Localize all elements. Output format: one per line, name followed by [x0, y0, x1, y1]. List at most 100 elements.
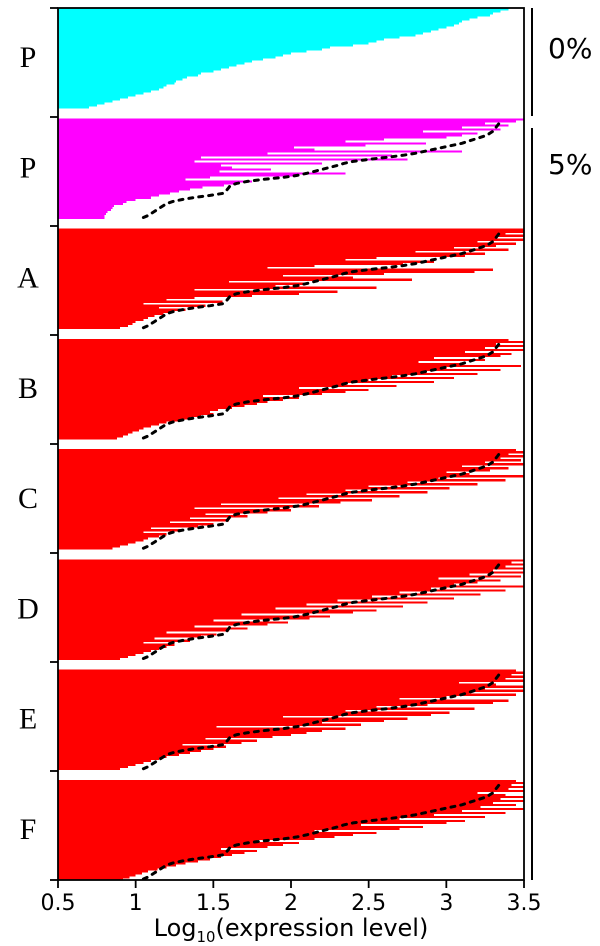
bar: [58, 42, 369, 44]
bar: [58, 465, 462, 467]
bar: [58, 359, 485, 361]
bar: [58, 786, 524, 788]
bar: [58, 525, 198, 527]
bar: [58, 176, 210, 178]
bar: [58, 868, 157, 870]
bar: [58, 854, 232, 856]
bar: [58, 842, 299, 844]
bar: [58, 393, 322, 395]
bar: [58, 581, 477, 583]
bar: [58, 529, 182, 531]
bar: [58, 351, 465, 353]
bar: [58, 419, 179, 421]
bar: [58, 90, 151, 92]
panel-label: P: [20, 151, 37, 184]
bar: [58, 537, 148, 539]
bar: [58, 481, 408, 483]
bar: [58, 70, 213, 72]
bar: [58, 24, 454, 26]
bar: [58, 515, 248, 517]
bar: [58, 820, 465, 822]
bar: [58, 263, 403, 265]
bar: [58, 816, 485, 818]
bar: [58, 503, 221, 505]
bar: [58, 539, 143, 541]
bar: [58, 281, 229, 283]
bar: [58, 513, 206, 515]
bar: [58, 68, 221, 70]
bar: [58, 375, 392, 377]
bar: [58, 361, 418, 363]
bar: [58, 30, 431, 32]
bar: [58, 96, 128, 98]
bar: [58, 104, 97, 106]
bar: [58, 86, 164, 88]
bar: [58, 200, 126, 202]
panel-A-2: [58, 229, 524, 330]
panel-F-7: [58, 780, 524, 881]
bar: [58, 249, 508, 251]
bar: [58, 625, 195, 627]
bar: [58, 796, 524, 798]
bar: [58, 285, 275, 287]
bar: [58, 431, 133, 433]
bar: [58, 457, 501, 459]
bar: [58, 433, 128, 435]
panel-P-1: [58, 118, 524, 219]
bar: [58, 678, 505, 680]
bar: [58, 279, 412, 281]
bar: [58, 864, 176, 866]
bar: [58, 722, 322, 724]
bar: [58, 720, 384, 722]
bar: [58, 547, 112, 549]
bar: [58, 651, 143, 653]
bar: [58, 182, 235, 184]
xtick-label: 1.5: [196, 891, 231, 916]
bar: [58, 565, 505, 567]
bar: [58, 561, 512, 563]
bar: [58, 688, 485, 690]
bar: [58, 269, 493, 271]
bar: [58, 822, 446, 824]
bar: [58, 824, 361, 826]
chart-svg: PPABCDEF0.511.522.533.5Log10(expression …: [0, 0, 600, 946]
bar: [58, 810, 462, 812]
bar: [58, 34, 415, 36]
bar: [58, 357, 434, 359]
bar: [58, 381, 434, 383]
bar: [58, 60, 252, 62]
bar: [58, 301, 223, 303]
xtick-label: 3.5: [507, 891, 542, 916]
bar: [58, 210, 108, 212]
bar: [58, 148, 314, 150]
bar: [58, 80, 176, 82]
bar: [58, 647, 159, 649]
bar: [58, 204, 114, 206]
bar: [58, 517, 190, 519]
bar: [58, 603, 307, 605]
bar: [58, 18, 470, 20]
bar: [58, 166, 232, 168]
bar: [58, 253, 485, 255]
bar: [58, 395, 263, 397]
panel-label: D: [17, 592, 39, 625]
bar: [58, 10, 501, 12]
bar: [58, 341, 524, 343]
bar: [58, 543, 128, 545]
bar: [58, 251, 415, 253]
bar: [58, 76, 187, 78]
bar: [58, 319, 143, 321]
bar: [58, 46, 330, 48]
bar: [58, 188, 190, 190]
bar: [58, 208, 111, 210]
bar: [58, 818, 400, 820]
bar: [58, 22, 459, 24]
bar: [58, 862, 185, 864]
bar: [58, 405, 244, 407]
bar: [58, 674, 512, 676]
bar: [58, 577, 439, 579]
bar: [58, 599, 338, 601]
bar: [58, 718, 408, 720]
bar: [58, 317, 148, 319]
bar: [58, 14, 490, 16]
